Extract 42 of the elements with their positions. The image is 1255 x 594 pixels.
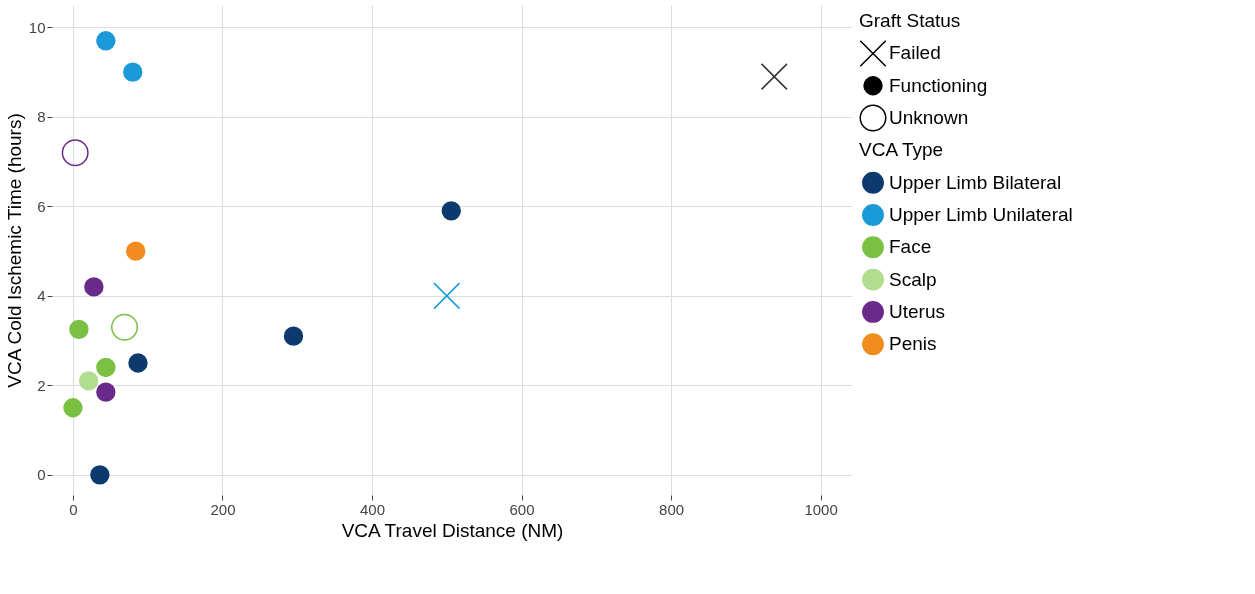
point bbox=[96, 382, 116, 402]
y-tick-label: 6 bbox=[37, 197, 46, 215]
point bbox=[126, 241, 146, 261]
point bbox=[69, 319, 89, 340]
y-tick-label: 0 bbox=[37, 466, 46, 484]
point bbox=[63, 398, 83, 418]
x-tick-label: 600 bbox=[509, 500, 535, 518]
x-axis-title: VCA Travel Distance (NM) bbox=[341, 519, 564, 541]
point bbox=[760, 63, 788, 91]
x-tick-label: 200 bbox=[210, 500, 236, 518]
legend-label: Functioning bbox=[889, 74, 988, 96]
y-tick-label: 8 bbox=[37, 108, 46, 126]
point bbox=[96, 31, 116, 51]
y-tick-label: 2 bbox=[37, 376, 46, 394]
point bbox=[84, 277, 104, 297]
point bbox=[433, 282, 461, 310]
x-tick-label: 0 bbox=[69, 500, 78, 518]
text: VCA Type bbox=[859, 139, 944, 161]
text: Graft Status bbox=[859, 10, 961, 32]
x-tick-label: 800 bbox=[659, 500, 685, 518]
point bbox=[441, 201, 461, 221]
x-tick-label: 1000 bbox=[804, 500, 838, 518]
x-tick-label: 400 bbox=[359, 500, 386, 518]
y-tick-label: 4 bbox=[37, 287, 46, 305]
y-axis-title: VCA Cold Ischemic Time (hours) bbox=[3, 113, 25, 388]
y-tick-label: 10 bbox=[28, 18, 46, 36]
legend-label: Face bbox=[889, 236, 932, 258]
point bbox=[128, 353, 148, 373]
point bbox=[96, 357, 116, 378]
legend-label: Scalp bbox=[889, 268, 937, 290]
legend-label: Failed bbox=[889, 42, 941, 64]
point bbox=[90, 465, 110, 485]
legend-label: Unknown bbox=[889, 107, 969, 129]
legend-label: Upper Limb Bilateral bbox=[889, 171, 1062, 193]
legend-label: Upper Limb Unilateral bbox=[889, 204, 1073, 225]
point bbox=[78, 371, 99, 391]
legend-label: Penis bbox=[889, 333, 937, 355]
point bbox=[123, 62, 143, 82]
legend-label: Uterus bbox=[889, 300, 945, 322]
point bbox=[61, 139, 89, 167]
point bbox=[283, 326, 304, 346]
point bbox=[111, 313, 139, 341]
